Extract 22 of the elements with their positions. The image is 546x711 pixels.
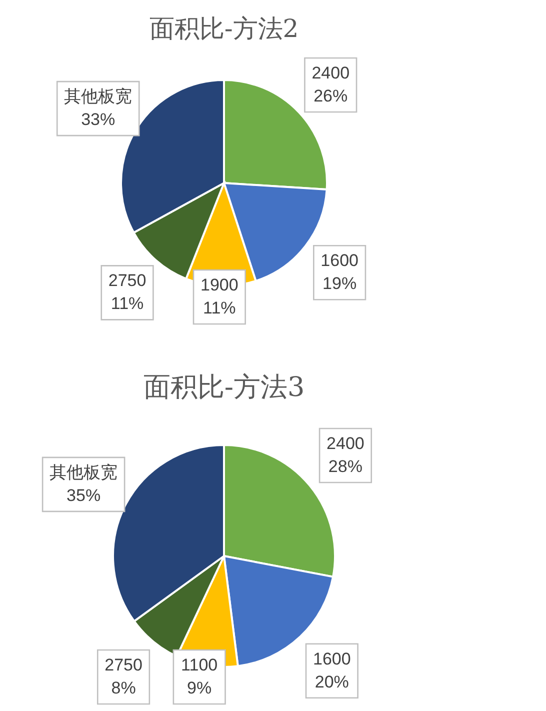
- data-label: 11%: [203, 298, 236, 318]
- data-label: 8%: [111, 678, 136, 698]
- chart-title: 面积比-方法3: [143, 372, 305, 403]
- data-label: 9%: [187, 678, 212, 698]
- data-label: 26%: [314, 86, 348, 106]
- slice-label: 1600: [320, 251, 358, 270]
- data-label: 20%: [314, 672, 349, 692]
- slice-label: 其他板宽: [64, 87, 132, 106]
- data-label: 28%: [328, 457, 362, 476]
- slice-label: 1100: [181, 656, 218, 674]
- data-label: 35%: [66, 486, 101, 505]
- slice-label: 2750: [108, 271, 146, 290]
- slice-label: 1600: [312, 649, 351, 668]
- data-label: 19%: [322, 274, 357, 294]
- chart-title: 面积比-方法2: [149, 14, 299, 43]
- data-label: 33%: [81, 110, 116, 130]
- slice-label: 1900: [200, 276, 238, 294]
- slice-label: 2400: [326, 434, 364, 454]
- slice-label: 2750: [104, 656, 142, 674]
- slice-label: 2400: [312, 64, 350, 82]
- slice-label: 其他板宽: [50, 462, 118, 482]
- data-label: 11%: [110, 294, 144, 314]
